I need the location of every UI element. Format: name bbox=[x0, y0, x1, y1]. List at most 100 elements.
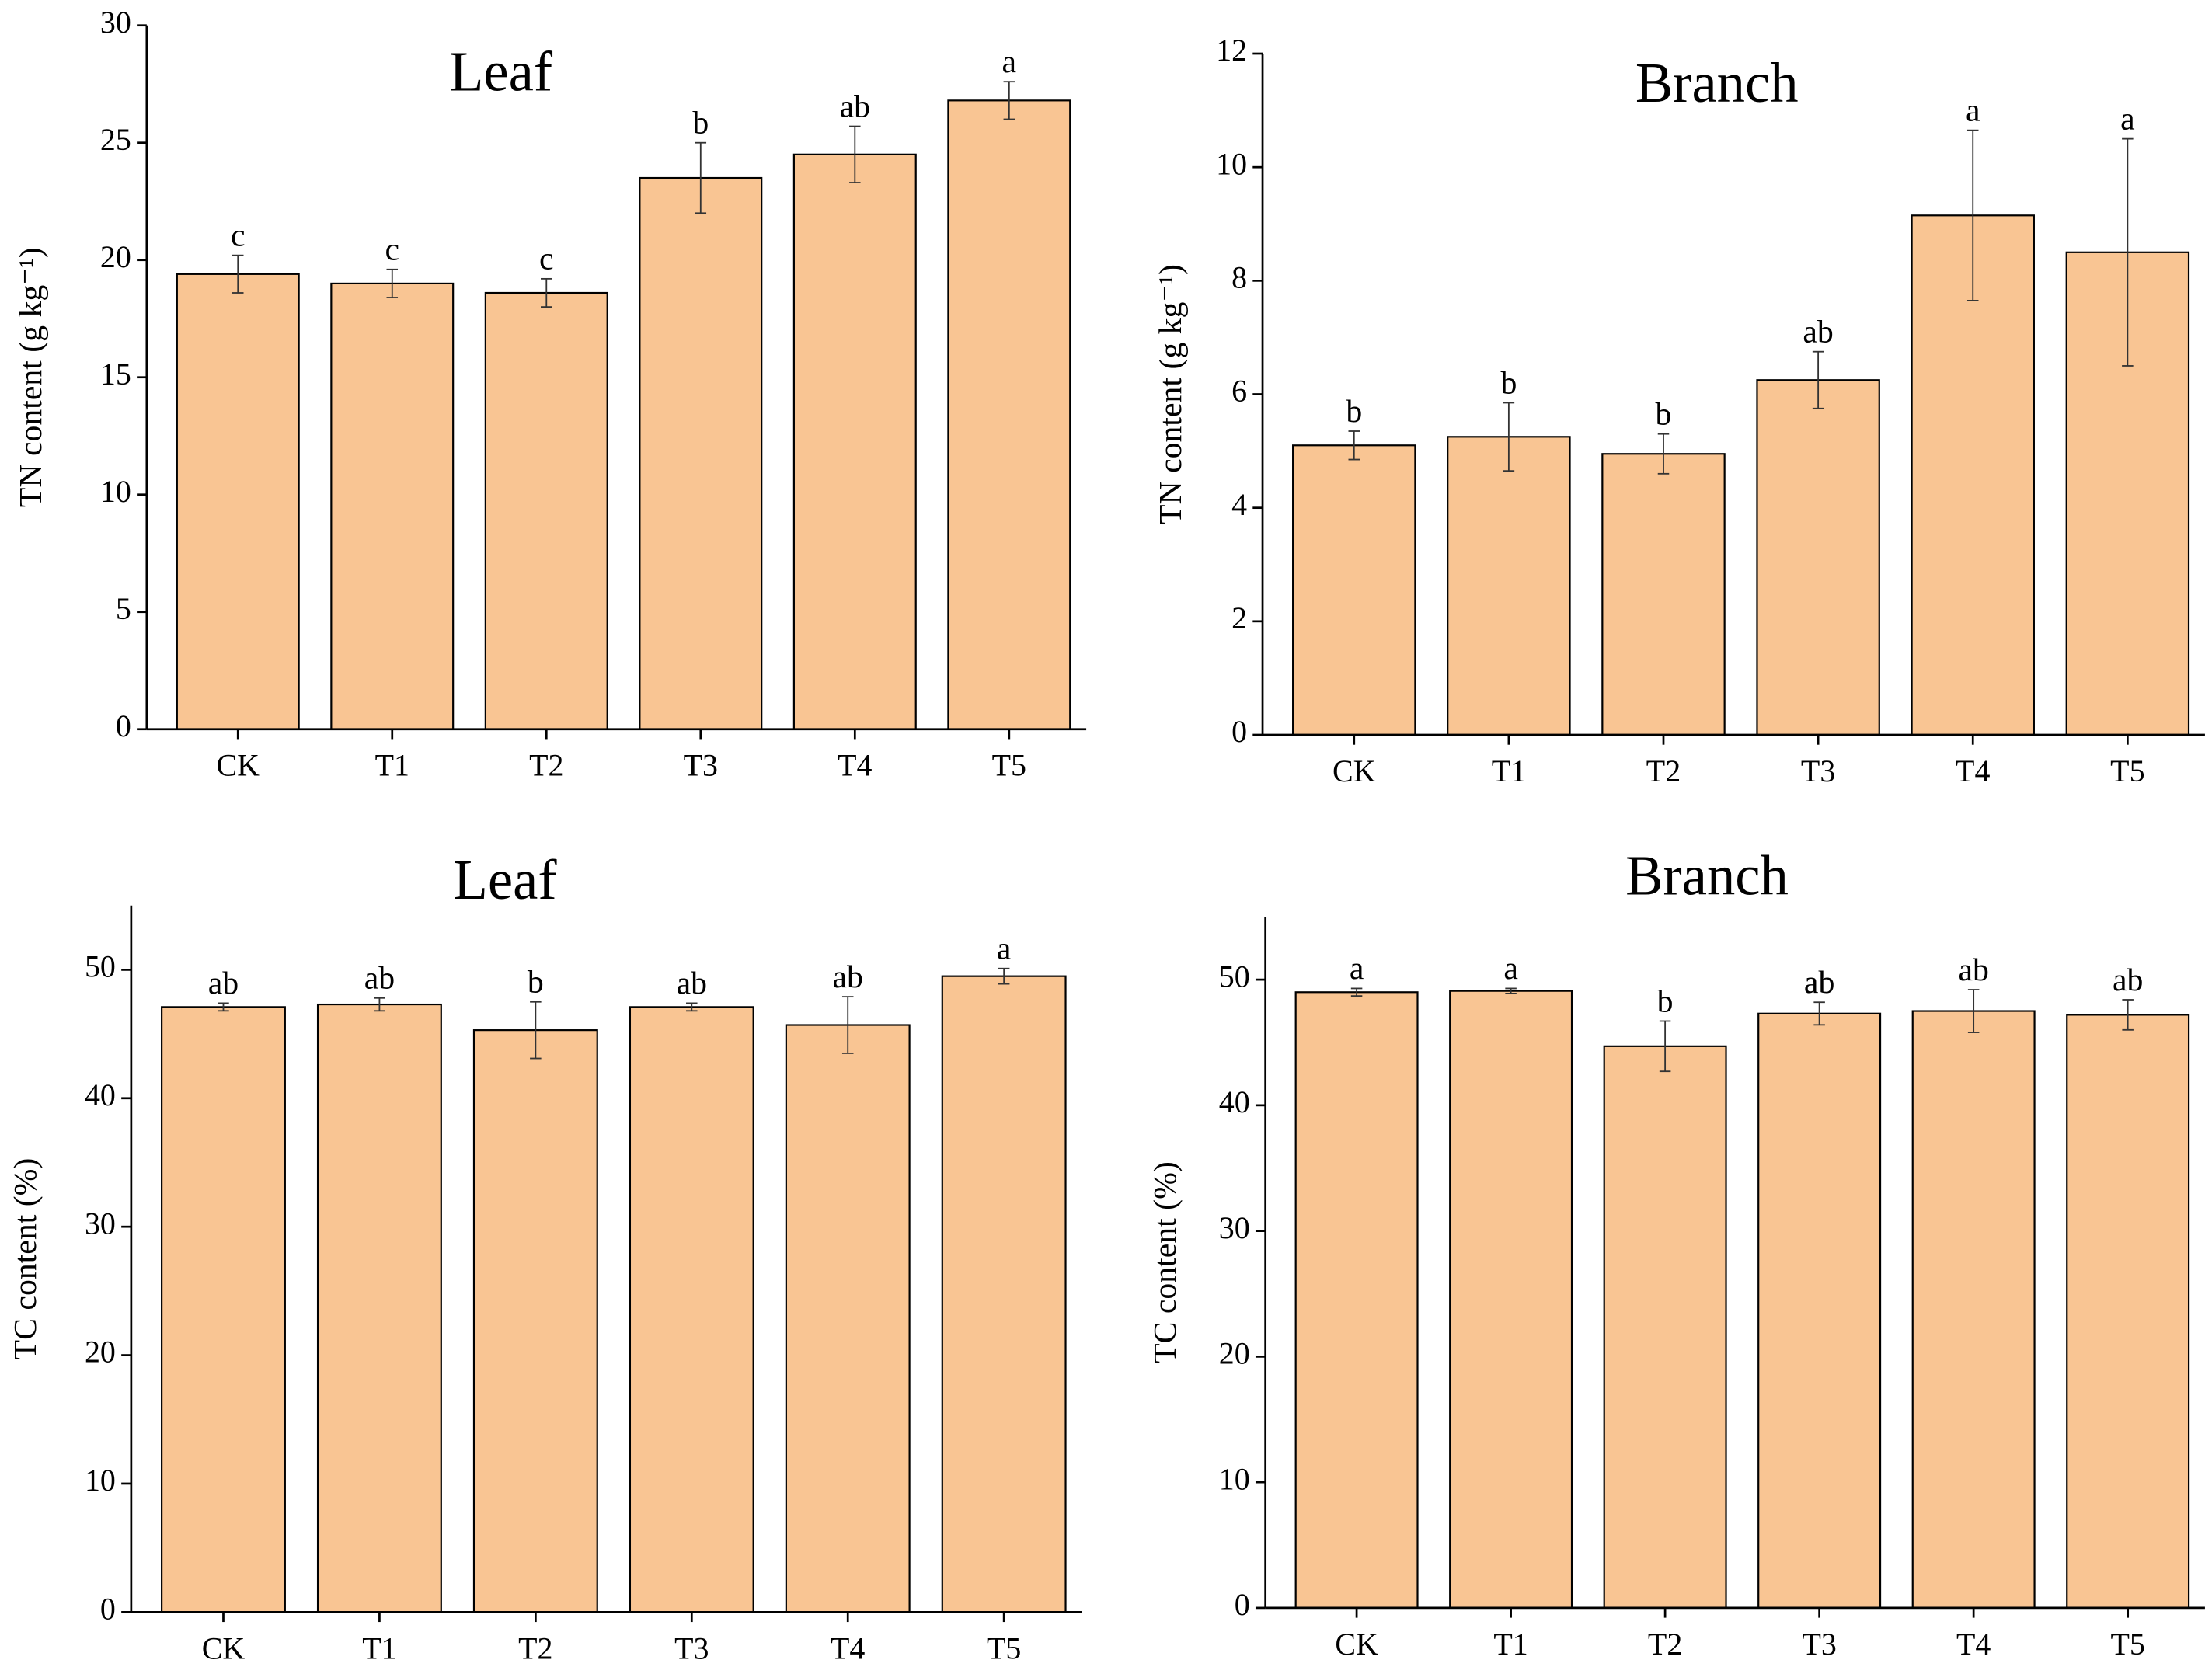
bar bbox=[1292, 444, 1416, 736]
chart: Branch TN content (g kg⁻¹) 0 2 4 6 8 10 12 b CK b T1… bbox=[1153, 33, 2205, 788]
significance-letter: b bbox=[692, 106, 709, 141]
x-tick-label: T1 bbox=[362, 1630, 396, 1665]
y-tick-label: 50 bbox=[85, 949, 116, 984]
bar bbox=[1603, 1045, 1727, 1609]
x-tick-label: T1 bbox=[375, 748, 409, 783]
chart: Leaf TN content (g kg⁻¹) 0 5 10 15 20 25 30 c CK c T… bbox=[13, 5, 1087, 783]
x-tick-label: T5 bbox=[992, 748, 1026, 783]
bar bbox=[1911, 1010, 2036, 1609]
bar bbox=[1449, 990, 1573, 1609]
x-tick-label: CK bbox=[1335, 1627, 1378, 1662]
bar bbox=[316, 1003, 442, 1613]
significance-letter: c bbox=[385, 232, 399, 268]
significance-letter: b bbox=[528, 965, 544, 1001]
significance-letter: ab bbox=[1958, 952, 1988, 988]
y-tick-label: 10 bbox=[1219, 1461, 1250, 1496]
y-tick-label: 40 bbox=[1219, 1084, 1250, 1119]
y-tick-label: 40 bbox=[85, 1077, 116, 1112]
y-tick-label: 12 bbox=[1216, 33, 1247, 68]
x-tick-label: T5 bbox=[2110, 1627, 2144, 1662]
chart-title: Branch bbox=[1625, 844, 1789, 907]
y-tick-label: 10 bbox=[1216, 146, 1247, 181]
significance-letter: a bbox=[1350, 951, 1364, 987]
significance-letter: c bbox=[539, 242, 554, 277]
significance-letter: ab bbox=[840, 89, 870, 124]
x-tick-label: T4 bbox=[1956, 753, 1990, 788]
x-tick-label: T4 bbox=[1956, 1627, 1991, 1662]
y-tick-label: 50 bbox=[1219, 959, 1250, 994]
y-tick-label: 20 bbox=[100, 239, 131, 274]
bar bbox=[785, 1024, 911, 1613]
bar bbox=[947, 99, 1071, 730]
significance-letter: ab bbox=[208, 966, 239, 1001]
significance-letter: ab bbox=[1804, 965, 1834, 1001]
significance-letter: ab bbox=[677, 966, 707, 1001]
y-tick-label: 5 bbox=[116, 591, 131, 626]
bar bbox=[2066, 1014, 2190, 1609]
x-tick-label: CK bbox=[202, 1630, 246, 1665]
y-axis-label: TN content (g kg⁻¹) bbox=[13, 247, 49, 507]
significance-letter: b bbox=[1500, 365, 1517, 401]
significance-letter: a bbox=[997, 931, 1012, 967]
y-tick-label: 8 bbox=[1231, 260, 1247, 295]
y-tick-label: 0 bbox=[1231, 714, 1247, 749]
x-tick-label: T4 bbox=[838, 748, 872, 783]
x-tick-label: T2 bbox=[1648, 1627, 1682, 1662]
bar bbox=[1294, 991, 1419, 1609]
bar bbox=[1601, 453, 1726, 736]
significance-letter: a bbox=[1966, 92, 1980, 128]
bar bbox=[161, 1006, 286, 1613]
x-tick-label: T2 bbox=[518, 1630, 552, 1665]
y-tick-label: 4 bbox=[1231, 487, 1247, 522]
y-tick-label: 30 bbox=[1219, 1210, 1250, 1245]
y-tick-label: 30 bbox=[85, 1206, 116, 1241]
y-tick-label: 30 bbox=[100, 5, 131, 40]
bar bbox=[629, 1006, 754, 1613]
significance-letter: ab bbox=[2113, 962, 2143, 998]
significance-letter: c bbox=[231, 218, 246, 253]
y-axis-label: TC content (%) bbox=[8, 1158, 44, 1360]
y-axis-label: TC content (%) bbox=[1148, 1161, 1183, 1363]
x-tick-label: T3 bbox=[1801, 753, 1835, 788]
y-tick-label: 0 bbox=[1235, 1587, 1250, 1622]
x-tick-label: T1 bbox=[1492, 753, 1526, 788]
significance-letter: a bbox=[1002, 44, 1017, 80]
y-tick-label: 0 bbox=[100, 1592, 116, 1627]
y-tick-label: 10 bbox=[85, 1463, 116, 1498]
bar bbox=[1447, 436, 1571, 736]
chart-title: Leaf bbox=[449, 40, 553, 103]
y-tick-label: 6 bbox=[1231, 374, 1247, 409]
x-tick-label: T1 bbox=[1493, 1627, 1527, 1662]
significance-letter: a bbox=[1503, 951, 1518, 987]
bar bbox=[176, 273, 300, 730]
bar bbox=[941, 975, 1067, 1613]
x-tick-label: T4 bbox=[831, 1630, 865, 1665]
significance-letter: ab bbox=[833, 959, 863, 995]
y-tick-label: 15 bbox=[100, 357, 131, 392]
y-tick-label: 0 bbox=[116, 708, 131, 743]
y-tick-label: 25 bbox=[100, 122, 131, 157]
bar bbox=[639, 176, 763, 730]
x-tick-label: T2 bbox=[529, 748, 563, 783]
x-tick-label: T3 bbox=[1802, 1627, 1836, 1662]
significance-letter: a bbox=[2120, 101, 2135, 137]
y-tick-label: 20 bbox=[1219, 1336, 1250, 1371]
bar bbox=[1757, 1012, 1882, 1609]
chart-title: Branch bbox=[1635, 51, 1799, 114]
bar bbox=[330, 282, 455, 730]
y-tick-label: 10 bbox=[100, 474, 131, 509]
significance-letter: b bbox=[1346, 394, 1362, 430]
x-tick-label: T5 bbox=[2110, 753, 2144, 788]
significance-letter: ab bbox=[1803, 314, 1833, 350]
chart: Branch TC content (%) 0 10 20 30 40 50 a CK a T1 b T2… bbox=[1148, 844, 2205, 1662]
x-tick-label: CK bbox=[217, 748, 260, 783]
significance-letter: b bbox=[1656, 396, 1672, 432]
bar bbox=[484, 291, 608, 730]
x-tick-label: CK bbox=[1332, 753, 1376, 788]
x-tick-label: T3 bbox=[674, 1630, 709, 1665]
bar bbox=[1756, 379, 1880, 736]
bar bbox=[792, 153, 917, 730]
bar bbox=[472, 1029, 598, 1613]
significance-letter: b bbox=[1657, 983, 1674, 1019]
